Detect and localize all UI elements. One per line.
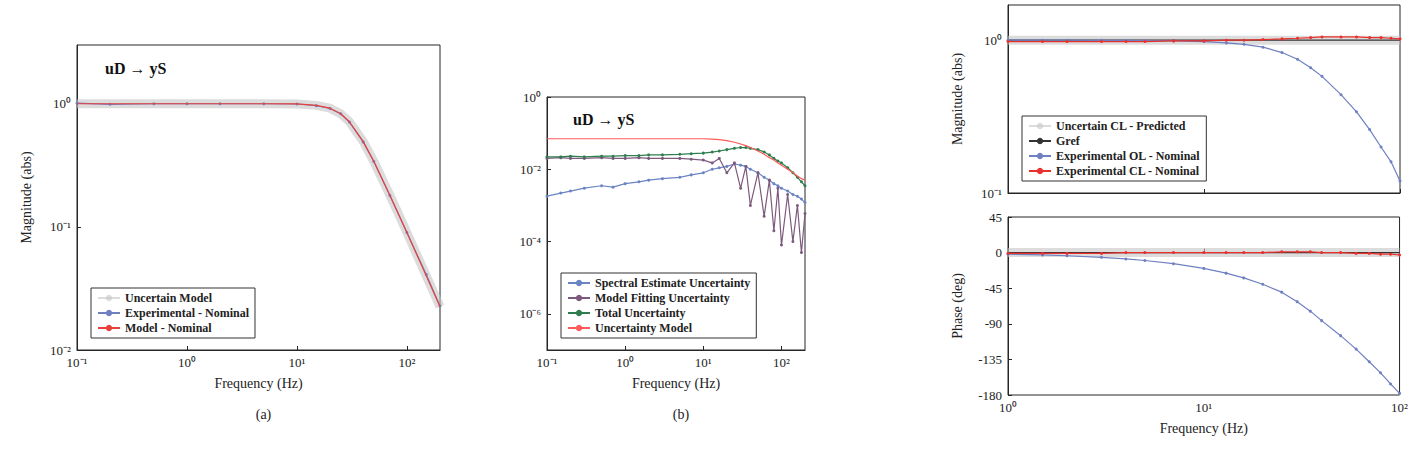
- svg-text:Frequency (Hz): Frequency (Hz): [1160, 421, 1249, 437]
- svg-text:-45: -45: [985, 281, 1002, 296]
- svg-text:10²: 10²: [1391, 400, 1408, 415]
- svg-text:10⁻⁶: 10⁻⁶: [519, 306, 541, 321]
- svg-text:(a): (a): [256, 407, 272, 423]
- svg-text:10⁻²: 10⁻²: [50, 342, 71, 358]
- svg-text:(b): (b): [673, 407, 690, 423]
- svg-text:Model - Nominal: Model - Nominal: [125, 321, 212, 335]
- svg-text:Phase (deg): Phase (deg): [950, 273, 966, 339]
- svg-text:-90: -90: [985, 316, 1002, 331]
- svg-text:10⁰: 10⁰: [999, 400, 1017, 415]
- svg-text:Magnitude (abs): Magnitude (abs): [19, 151, 35, 243]
- svg-text:Uncertain CL - Predicted: Uncertain CL - Predicted: [1056, 119, 1186, 133]
- svg-text:uD → yS: uD → yS: [105, 60, 166, 78]
- svg-text:10²: 10²: [398, 355, 415, 370]
- svg-text:10⁻⁴: 10⁻⁴: [519, 234, 541, 249]
- svg-text:0: 0: [996, 245, 1003, 260]
- svg-text:Gref: Gref: [1056, 134, 1081, 148]
- svg-text:Total Uncertainty: Total Uncertainty: [595, 306, 686, 320]
- svg-text:10¹: 10¹: [1195, 400, 1212, 415]
- svg-text:Experimental - Nominal: Experimental - Nominal: [125, 306, 250, 320]
- svg-text:Experimental OL - Nominal: Experimental OL - Nominal: [1056, 149, 1200, 163]
- svg-text:Frequency (Hz): Frequency (Hz): [632, 376, 721, 392]
- svg-text:10²: 10²: [773, 355, 790, 370]
- svg-text:Spectral Estimate Uncertainty: Spectral Estimate Uncertainty: [595, 276, 750, 290]
- svg-text:10¹: 10¹: [695, 355, 712, 370]
- svg-text:Magnitude (abs): Magnitude (abs): [950, 53, 966, 145]
- svg-text:10⁻¹: 10⁻¹: [50, 219, 71, 234]
- svg-text:Experimental CL - Nominal: Experimental CL - Nominal: [1056, 164, 1200, 178]
- svg-text:45: 45: [989, 210, 1002, 225]
- svg-text:uD → yS: uD → yS: [573, 111, 634, 129]
- svg-text:Frequency (Hz): Frequency (Hz): [214, 376, 303, 392]
- svg-text:10⁻¹: 10⁻¹: [537, 355, 558, 370]
- svg-text:10⁰: 10⁰: [523, 90, 541, 105]
- svg-text:10⁻²: 10⁻²: [520, 162, 541, 177]
- svg-text:Model Fitting Uncertainty: Model Fitting Uncertainty: [595, 291, 730, 305]
- svg-text:10⁰: 10⁰: [984, 33, 1002, 48]
- svg-text:10⁰: 10⁰: [178, 355, 196, 370]
- svg-text:Uncertainty Model: Uncertainty Model: [595, 321, 693, 335]
- svg-text:-135: -135: [978, 352, 1002, 367]
- svg-text:10¹: 10¹: [288, 355, 305, 370]
- svg-text:10⁻¹: 10⁻¹: [67, 355, 88, 370]
- svg-text:10⁰: 10⁰: [616, 355, 634, 370]
- svg-text:Uncertain Model: Uncertain Model: [125, 291, 213, 305]
- svg-text:10⁻¹: 10⁻¹: [981, 186, 1002, 201]
- svg-text:10⁰: 10⁰: [53, 96, 71, 111]
- svg-text:-180: -180: [978, 387, 1002, 403]
